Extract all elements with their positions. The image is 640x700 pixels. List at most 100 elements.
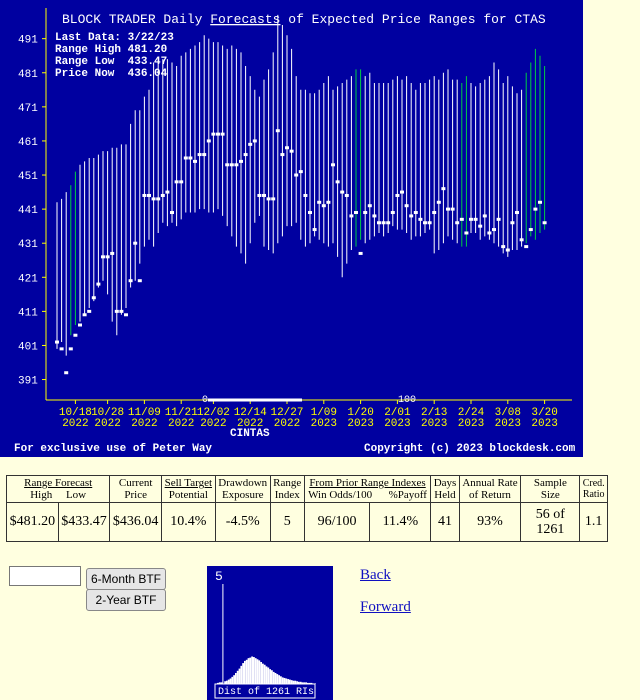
six-month-btf-button[interactable]: 6-Month BTF: [86, 568, 166, 590]
price-marker: [165, 190, 170, 194]
price-marker: [363, 211, 368, 215]
histogram-bar: [258, 660, 261, 684]
hdr-sell-target: Sell Target Potential: [161, 475, 216, 503]
x-tick-label: 12/14: [234, 407, 267, 419]
val-range-index: 5: [269, 502, 305, 542]
val-low: $433.47: [57, 502, 111, 542]
two-year-btf-button[interactable]: 2-Year BTF: [86, 589, 166, 611]
price-marker: [469, 217, 473, 221]
price-marker: [344, 193, 349, 197]
price-marker: [427, 221, 432, 225]
histogram-bar: [218, 682, 221, 684]
x-tick-label: 10/28: [91, 407, 124, 419]
histogram-range-index: 5: [215, 569, 223, 584]
histogram-bar: [249, 657, 252, 684]
histogram-bar: [267, 667, 270, 684]
hdr-prior-indexes: From Prior Range Indexes Win Odds/100 %P…: [303, 475, 432, 503]
x-tick-label: 11/09: [128, 407, 161, 419]
hdr-range-index: Range Index: [269, 475, 305, 503]
price-marker: [331, 163, 335, 167]
price-marker: [216, 132, 220, 136]
price-marker: [206, 139, 211, 143]
hdr-days-held: Days Held: [430, 475, 460, 503]
forward-link[interactable]: Forward: [360, 599, 411, 615]
val-payoff: 11.4%: [369, 502, 432, 542]
val-sell-target: 10.4%: [161, 502, 216, 542]
histogram-bar: [301, 682, 304, 684]
x-tick-label: 1/20: [347, 407, 373, 419]
price-marker: [59, 347, 64, 351]
price-marker: [308, 211, 312, 215]
sell-target-link[interactable]: Sell Target: [164, 477, 213, 489]
range-forecast-link[interactable]: Range Forecast: [24, 477, 93, 489]
price-marker: [533, 207, 538, 211]
price-marker: [303, 193, 308, 197]
histogram-bar: [294, 680, 297, 684]
prior-indexes-link[interactable]: From Prior Range Indexes: [309, 477, 426, 489]
x-axis-label: CINTAS: [230, 428, 270, 440]
price-marker: [142, 193, 147, 197]
price-marker: [55, 340, 59, 344]
x-tick-label: 12/02: [197, 407, 230, 419]
x-tick-label: 3/20: [531, 407, 557, 419]
info-range-high: Range High 481.20: [55, 44, 167, 56]
price-marker: [183, 156, 188, 160]
histogram-bar: [222, 584, 224, 684]
histogram-bar: [217, 682, 219, 684]
val-annual-rate: 93%: [458, 502, 522, 542]
back-link[interactable]: Back: [360, 567, 391, 583]
price-marker: [101, 255, 105, 259]
histogram-bar: [307, 682, 309, 684]
price-marker: [487, 231, 492, 235]
price-marker: [377, 221, 381, 225]
scroll-marker-right: 100: [398, 395, 416, 406]
y-tick-label: 491: [18, 35, 38, 47]
price-marker: [312, 228, 317, 232]
price-marker: [482, 214, 487, 218]
price-marker: [501, 245, 506, 249]
price-marker: [450, 207, 455, 211]
y-tick-label: 481: [18, 69, 38, 81]
price-marker: [257, 193, 262, 197]
price-marker: [386, 221, 391, 225]
x-tick-label: 11/21: [165, 407, 198, 419]
price-marker: [317, 200, 322, 204]
x-tick-year: 2022: [62, 418, 88, 430]
price-marker: [105, 255, 110, 259]
x-tick-year: 2022: [237, 418, 263, 430]
price-marker: [413, 211, 418, 215]
histogram-bar: [247, 658, 250, 684]
x-tick-year: 2022: [131, 418, 157, 430]
histogram-bar: [233, 675, 235, 684]
ticker-input[interactable]: [9, 566, 81, 586]
price-marker: [179, 180, 184, 184]
histogram-bar: [242, 663, 244, 684]
price-marker: [432, 211, 437, 215]
histogram-bar: [236, 670, 239, 684]
histogram-bar: [276, 674, 279, 684]
price-marker: [211, 132, 216, 136]
x-tick-year: 2022: [274, 418, 300, 430]
price-marker: [220, 132, 225, 136]
price-marker: [156, 197, 161, 201]
price-marker: [202, 153, 207, 157]
price-marker: [68, 347, 73, 351]
hdr-drawdown: Drawdown Exposure: [214, 475, 271, 503]
price-marker: [528, 228, 533, 232]
price-marker: [133, 241, 138, 245]
price-marker: [538, 200, 542, 204]
scroll-marker-left: 0: [202, 395, 208, 406]
histogram-bar: [244, 660, 246, 684]
hdr-payoff: %Payoff: [388, 489, 427, 501]
price-marker: [446, 207, 450, 211]
price-marker: [73, 333, 78, 337]
footer-left: For exclusive use of Peter Way: [14, 443, 212, 455]
histogram-bar: [227, 679, 230, 684]
price-marker: [87, 309, 92, 313]
forecasts-link[interactable]: Forecasts: [210, 12, 280, 27]
price-marker: [174, 180, 179, 184]
histogram-bar: [287, 679, 289, 684]
footer-right: Copyright (c) 2023 blockdesk.com: [364, 443, 576, 455]
histogram-bar: [310, 682, 313, 684]
y-tick-label: 421: [18, 273, 38, 285]
